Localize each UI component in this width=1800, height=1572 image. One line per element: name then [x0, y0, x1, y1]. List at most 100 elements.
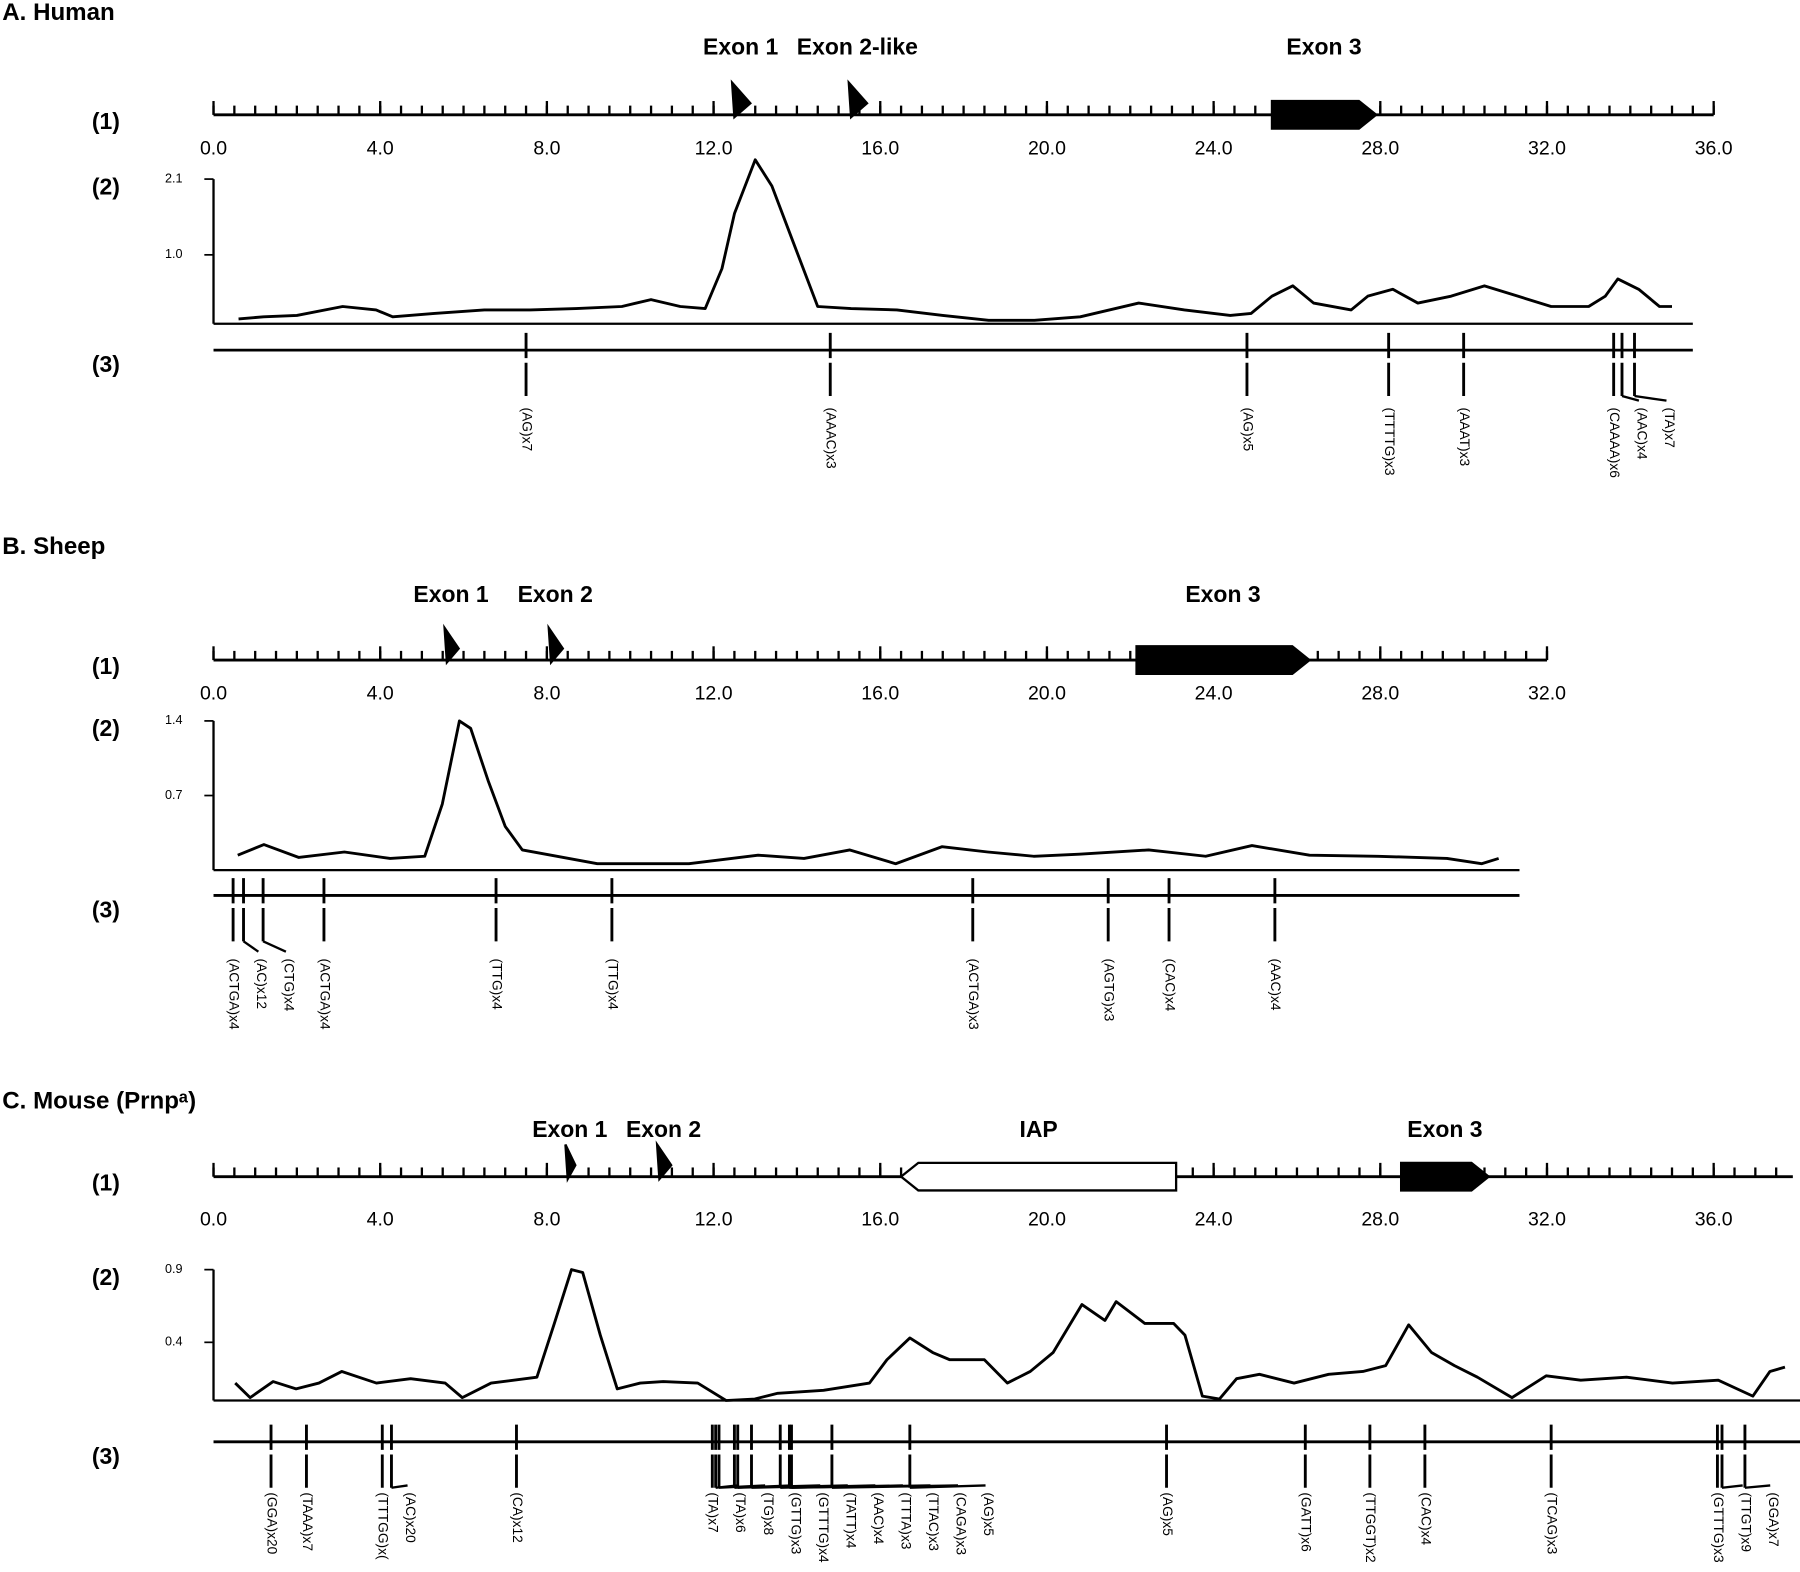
row-label: (2)	[92, 173, 120, 199]
repeat-label: (CAC)x4	[1418, 1492, 1433, 1545]
repeat-label: (CA)x12	[510, 1492, 525, 1542]
repeat-label: (ACTGA)x4	[317, 959, 332, 1030]
x-tick-label: 4.0	[367, 683, 394, 705]
repeat-label: (AG)x5	[981, 1492, 996, 1536]
x-tick-label: 20.0	[1028, 683, 1066, 705]
repeat-connector	[1621, 394, 1640, 402]
x-tick-label: 20.0	[1028, 137, 1066, 159]
x-tick-label: 28.0	[1361, 683, 1399, 705]
repeat-label: (GTTG)x3	[788, 1492, 803, 1554]
feature-label: Exon 3	[1185, 581, 1260, 607]
repeat-label: (AG)x5	[1160, 1492, 1175, 1536]
feature-label: Exon 1	[532, 1116, 607, 1142]
x-tick-label: 4.0	[367, 1208, 394, 1230]
panel-title: A. Human	[2, 0, 114, 26]
repeat-label: (AAAT)x3	[1457, 408, 1472, 467]
x-tick-label: 4.0	[367, 137, 394, 159]
row-label: (1)	[92, 1170, 120, 1196]
repeat-label: (TATT)x4	[843, 1492, 858, 1548]
repeat-connector	[262, 940, 287, 953]
repeat-label: (TG)x8	[761, 1492, 776, 1535]
x-tick-label: 16.0	[861, 683, 899, 705]
repeat-label: (TTTTG)x3	[1382, 408, 1397, 476]
feature-label: Exon 2	[626, 1116, 701, 1142]
y-tick-label: 1.4	[165, 713, 183, 727]
x-tick-label: 36.0	[1695, 1208, 1733, 1230]
repeat-label: (TCAG)x3	[1545, 1492, 1560, 1554]
panel-title: C. Mouse (Prnpᵃ)	[2, 1087, 196, 1114]
repeat-label: (AAC)x4	[1268, 959, 1283, 1011]
feature	[1270, 99, 1378, 130]
x-tick-label: 0.0	[200, 683, 227, 705]
profile-line	[237, 719, 1500, 866]
feature-label: Exon 1	[413, 581, 488, 607]
repeat-label: (GTTTG)x3	[1711, 1492, 1726, 1563]
x-tick-label: 16.0	[861, 137, 899, 159]
row-label: (2)	[92, 1264, 120, 1290]
x-tick-label: 12.0	[695, 137, 733, 159]
panel-title: B. Sheep	[2, 533, 105, 560]
repeat-label: (AAAC)x3	[824, 408, 839, 470]
feature	[1135, 645, 1312, 675]
y-tick-label: 2.1	[165, 171, 183, 185]
x-tick-label: 24.0	[1195, 683, 1233, 705]
repeat-label: (CAGA)x3	[954, 1492, 969, 1555]
feature	[730, 79, 752, 120]
x-tick-label: 8.0	[533, 1208, 560, 1230]
profile-line	[238, 158, 1673, 322]
repeat-label: (ACTGA)x4	[226, 959, 241, 1030]
y-tick-label: 1.0	[165, 247, 183, 261]
x-tick-label: 24.0	[1195, 1208, 1233, 1230]
repeat-label: (TTGGT)x2	[1363, 1492, 1378, 1562]
repeat-label: (TAAA)x7	[300, 1492, 315, 1551]
x-tick-label: 28.0	[1361, 1208, 1399, 1230]
row-label: (2)	[92, 715, 120, 741]
feature-label: Exon 2-like	[797, 33, 918, 59]
repeat-connector	[242, 940, 260, 953]
x-tick-label: 0.0	[200, 1208, 227, 1230]
row-label: (3)	[92, 351, 120, 377]
repeat-label: (AAC)x4	[1635, 408, 1650, 460]
x-tick-label: 8.0	[533, 683, 560, 705]
feature-label: IAP	[1019, 1116, 1057, 1142]
repeat-label: (AC)x12	[254, 959, 269, 1009]
repeat-label: (TTTA)x3	[899, 1492, 914, 1549]
x-tick-label: 20.0	[1028, 1208, 1066, 1230]
profile-line	[234, 1268, 1786, 1402]
row-label: (3)	[92, 897, 120, 923]
y-tick-label: 0.7	[165, 788, 183, 802]
x-tick-label: 16.0	[861, 1208, 899, 1230]
repeat-connector	[909, 1484, 986, 1489]
feature-label: Exon 3	[1407, 1116, 1482, 1142]
feature	[847, 79, 869, 120]
repeat-label: (GATT)x6	[1299, 1492, 1314, 1552]
feature	[547, 623, 565, 666]
repeat-label: (GTTTG)x4	[816, 1492, 831, 1563]
x-tick-label: 28.0	[1361, 137, 1399, 159]
repeat-label: (GGA)x7	[1766, 1492, 1781, 1546]
row-label: (3)	[92, 1443, 120, 1469]
feature	[899, 1161, 1178, 1192]
repeat-label: (AG)x7	[519, 408, 534, 452]
feature-label: Exon 2	[518, 581, 593, 607]
row-label: (1)	[92, 108, 120, 134]
repeat-label: (ACTGA)x3	[966, 959, 981, 1030]
repeat-label: (TA)x6	[733, 1492, 748, 1533]
repeat-label: (CTG)x4	[282, 959, 297, 1012]
repeat-label: (AAC)x4	[871, 1492, 886, 1544]
repeat-label: (TTTGG)x(	[376, 1492, 391, 1560]
repeat-connector	[391, 1484, 408, 1489]
repeat-label: (TTAC)x3	[926, 1492, 941, 1551]
repeat-label: (TTG)x4	[605, 959, 620, 1011]
x-tick-label: 0.0	[200, 137, 227, 159]
x-tick-label: 32.0	[1528, 1208, 1566, 1230]
repeat-label: (TTG)x4	[489, 959, 504, 1011]
repeat-label: (AG)x5	[1240, 408, 1255, 452]
feature-label: Exon 1	[703, 33, 778, 59]
repeat-label: (TTGT)x9	[1738, 1492, 1753, 1552]
repeat-connector	[1721, 1484, 1743, 1489]
y-tick-label: 0.4	[165, 1335, 183, 1349]
repeat-label: (CAC)x4	[1162, 959, 1177, 1012]
x-tick-label: 8.0	[533, 137, 560, 159]
